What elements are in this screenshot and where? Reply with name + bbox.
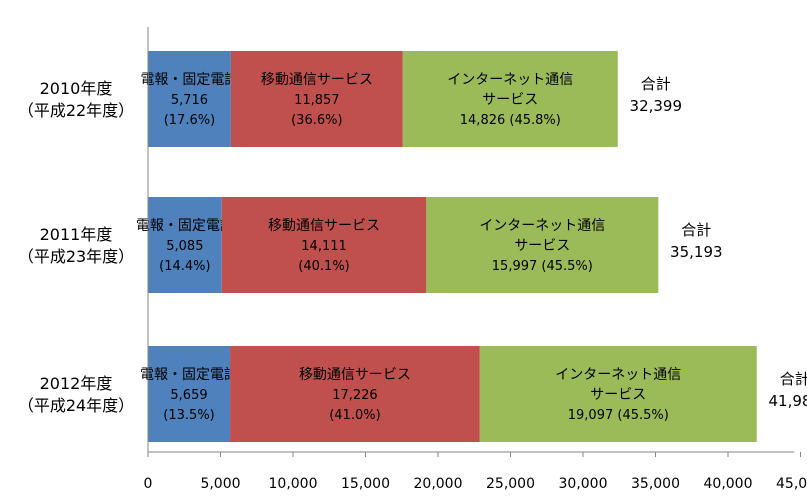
data-label-s1-c1-l1: 14,111 (301, 239, 347, 254)
x-tick-label-6: 30,000 (559, 476, 608, 492)
category-label-2-line1: 2012年度 (40, 374, 113, 393)
data-label-s2-c1-l2: 15,997 (45.5%) (492, 259, 593, 274)
category-label-0-line2: （平成22年度） (18, 101, 134, 120)
data-label-s1-c1-l2: (40.1%) (298, 259, 349, 274)
data-label-s2-c0-l1: サービス (482, 92, 538, 108)
x-tick-label-5: 25,000 (486, 476, 535, 492)
data-label-s2-c2-l1: サービス (590, 387, 646, 403)
total-label-2: 合計 (780, 370, 807, 388)
bar-segment-s2-c2 (479, 346, 757, 442)
data-label-s1-c2-l0: 移動通信サービス (299, 367, 411, 383)
total-value-1: 35,193 (670, 243, 723, 261)
category-label-0-line1: 2010年度 (40, 79, 113, 98)
bar-segment-s0-c1 (148, 197, 222, 293)
data-label-s0-c1-l0: 電報・固定電話 (136, 217, 234, 234)
category-label-1-line2: （平成23年度） (18, 247, 134, 266)
x-tick-label-1: 5,000 (200, 476, 240, 492)
category-label-2-line2: （平成24年度） (18, 396, 134, 415)
data-label-s1-c2-l2: (41.0%) (329, 408, 380, 423)
category-label-1-line1: 2011年度 (40, 225, 113, 244)
bar-segment-s1-c2 (230, 346, 480, 442)
bar-segment-s1-c0 (230, 51, 403, 147)
data-label-s0-c1-l1: 5,085 (166, 239, 203, 254)
data-label-s1-c2-l1: 17,226 (332, 388, 378, 403)
data-label-s2-c2-l2: 19,097 (45.5%) (568, 408, 669, 423)
x-tick-label-0: 0 (144, 476, 153, 492)
bar-segment-s1-c1 (221, 197, 427, 293)
x-tick-label-7: 35,000 (631, 476, 680, 492)
data-label-s0-c0-l0: 電報・固定電話 (140, 71, 238, 88)
data-label-s1-c0-l2: (36.6%) (291, 113, 342, 128)
data-label-s0-c2-l2: (13.5%) (163, 408, 214, 423)
data-label-s0-c2-l1: 5,659 (170, 388, 207, 403)
total-value-0: 32,399 (630, 97, 683, 115)
data-label-s2-c1-l1: サービス (514, 238, 570, 254)
total-label-1: 合計 (681, 221, 711, 239)
total-value-2: 41,982 (768, 392, 807, 410)
x-tick-label-8: 40,000 (704, 476, 753, 492)
x-tick-label-3: 15,000 (341, 476, 390, 492)
data-label-s0-c1-l2: (14.4%) (159, 259, 210, 274)
bar-segment-s2-c0 (402, 51, 618, 147)
total-label-0: 合計 (641, 75, 671, 93)
bar-segment-s0-c0 (148, 51, 231, 147)
data-label-s2-c2-l0: インターネット通信 (555, 367, 681, 383)
data-label-s1-c1-l0: 移動通信サービス (268, 218, 380, 234)
data-label-s0-c0-l1: 5,716 (171, 93, 208, 108)
data-label-s1-c0-l0: 移動通信サービス (261, 72, 373, 88)
data-label-s2-c0-l0: インターネット通信 (447, 72, 573, 88)
data-label-s0-c0-l2: (17.6%) (164, 113, 215, 128)
x-tick-label-2: 10,000 (269, 476, 318, 492)
data-label-s0-c2-l0: 電報・固定電話 (140, 366, 238, 383)
x-tick-label-9: 45,000 (776, 476, 807, 492)
data-label-s1-c0-l1: 11,857 (294, 93, 340, 108)
bar-segment-s2-c1 (426, 197, 659, 293)
x-tick-label-4: 20,000 (414, 476, 463, 492)
bar-segment-s0-c2 (148, 346, 231, 442)
data-label-s2-c0-l2: 14,826 (45.8%) (460, 113, 561, 128)
data-label-s2-c1-l0: インターネット通信 (479, 218, 605, 234)
